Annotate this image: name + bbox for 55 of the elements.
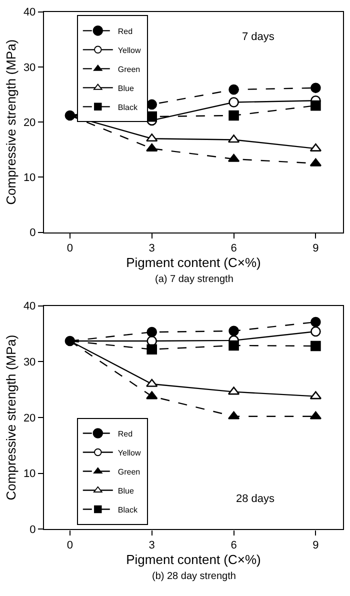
point [310,100,321,111]
y-tick-label: 20 [23,412,36,424]
point [310,340,321,352]
x-axis-title: Pigment content (C×%) [126,552,261,568]
x-tick-label: 0 [66,242,74,255]
x-tick-label: 0 [66,540,74,552]
y-tick-label: 20 [23,116,36,129]
legend-label: Blue [118,84,134,93]
point [146,378,158,387]
legend-label: Black [118,102,138,112]
point [146,143,158,152]
y-tick-label: 10 [23,468,36,480]
point [228,97,239,108]
point [310,82,321,94]
y-tick-label: 0 [30,524,36,536]
x-tick-label: 6 [230,540,237,552]
y-tick-label: 10 [23,172,36,184]
x-tick-label: 9 [312,540,319,552]
point [146,326,158,338]
legend-label: Black [118,505,138,514]
text: (a) 7 day strength [155,274,234,285]
legend-label: Green [118,64,140,74]
point [228,110,239,121]
x-tick-label: 9 [312,242,319,255]
y-tick-label: 40 [23,6,36,19]
legend-label: Yellow [118,448,141,458]
legend-label: Green [118,467,140,476]
point [228,326,239,336]
legend-label: Yellow [118,46,141,55]
point [146,344,158,355]
legend-label: Blue [118,486,134,496]
y-axis-title: Compressive strength (MPa) [3,39,18,205]
annotation: 7 days [242,31,275,43]
point [228,84,239,95]
x-axis-title: Pigment content (C×%) [126,255,261,270]
legend-label: Red [118,429,133,438]
x-tick-label: 6 [230,242,237,255]
point [228,340,239,351]
y-tick-label: 0 [30,227,36,240]
x-tick-label: 3 [148,540,155,552]
point [310,316,321,328]
point [146,99,158,110]
y-tick-label: 30 [23,356,36,369]
x-tick-label: 3 [148,242,155,255]
y-tick-label: 40 [23,300,36,313]
y-axis-title: Compressive strength (MPa) [3,334,18,500]
text: (b) 28 day strength [152,571,236,582]
point [310,326,321,337]
point [64,110,76,121]
legend-label: Red [118,26,133,36]
point [146,391,158,400]
point [146,133,158,142]
point [64,336,76,346]
y-tick-label: 30 [23,62,36,74]
annotation: 28 days [236,493,276,505]
